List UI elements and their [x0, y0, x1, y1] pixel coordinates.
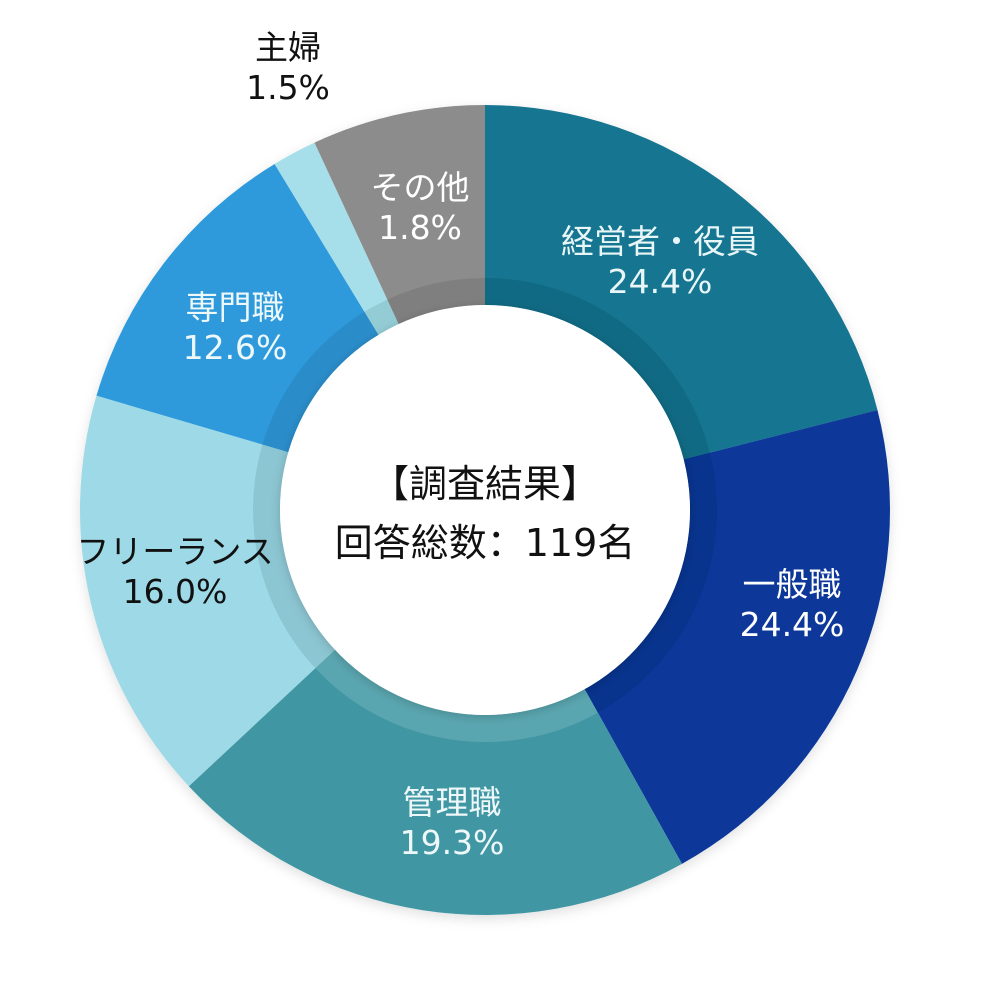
segment-inner-band-1: [584, 452, 717, 713]
segment-percent: 1.8%: [378, 207, 462, 247]
segment-inner-band-5: [364, 299, 399, 335]
donut-inner-bands: [252, 278, 717, 743]
segment-percent: 1.5%: [246, 67, 330, 107]
segment-label: フリーランス 16.0%: [76, 532, 273, 611]
segment-5: [274, 142, 399, 335]
segment-label: 一般職 24.4%: [740, 565, 845, 644]
segment-label: 主婦 1.5%: [246, 28, 330, 107]
segment-inner-band-4: [262, 311, 379, 453]
segment-name: 主婦: [255, 28, 321, 67]
donut-hole: [280, 305, 690, 715]
segment-inner-band-2: [315, 649, 598, 743]
segment-percent: 16.0%: [122, 571, 228, 611]
segment-0: [485, 105, 878, 460]
segment-6: [314, 105, 485, 325]
respondent-count: 回答総数：119名: [334, 520, 636, 565]
segment-name: フリーランス: [76, 532, 274, 571]
segment-1: [584, 409, 890, 864]
segment-name: 管理職: [402, 783, 502, 822]
segment-label: その他 1.8%: [371, 168, 470, 247]
segment-percent: 24.4%: [739, 604, 845, 644]
segment-name: 一般職: [742, 565, 842, 604]
segment-inner-band-3: [252, 444, 336, 669]
segment-label: 経営者・役員 24.4%: [561, 222, 759, 301]
segment-percent: 12.6%: [182, 327, 288, 367]
segment-percent: 24.4%: [607, 261, 713, 301]
segment-inner-band-6: [387, 278, 485, 325]
segment-percent: 19.3%: [399, 822, 505, 862]
segment-inner-band-0: [485, 278, 710, 460]
segment-name: 専門職: [185, 288, 285, 327]
segment-label: 管理職 19.3%: [400, 783, 505, 862]
segment-name: その他: [370, 168, 470, 207]
center-summary: 【調査結果】 回答総数：119名: [335, 455, 636, 573]
chart-title: 【調査結果】: [370, 462, 599, 506]
segment-label: 専門職 12.6%: [183, 288, 288, 367]
segment-name: 経営者・役員: [561, 222, 759, 261]
